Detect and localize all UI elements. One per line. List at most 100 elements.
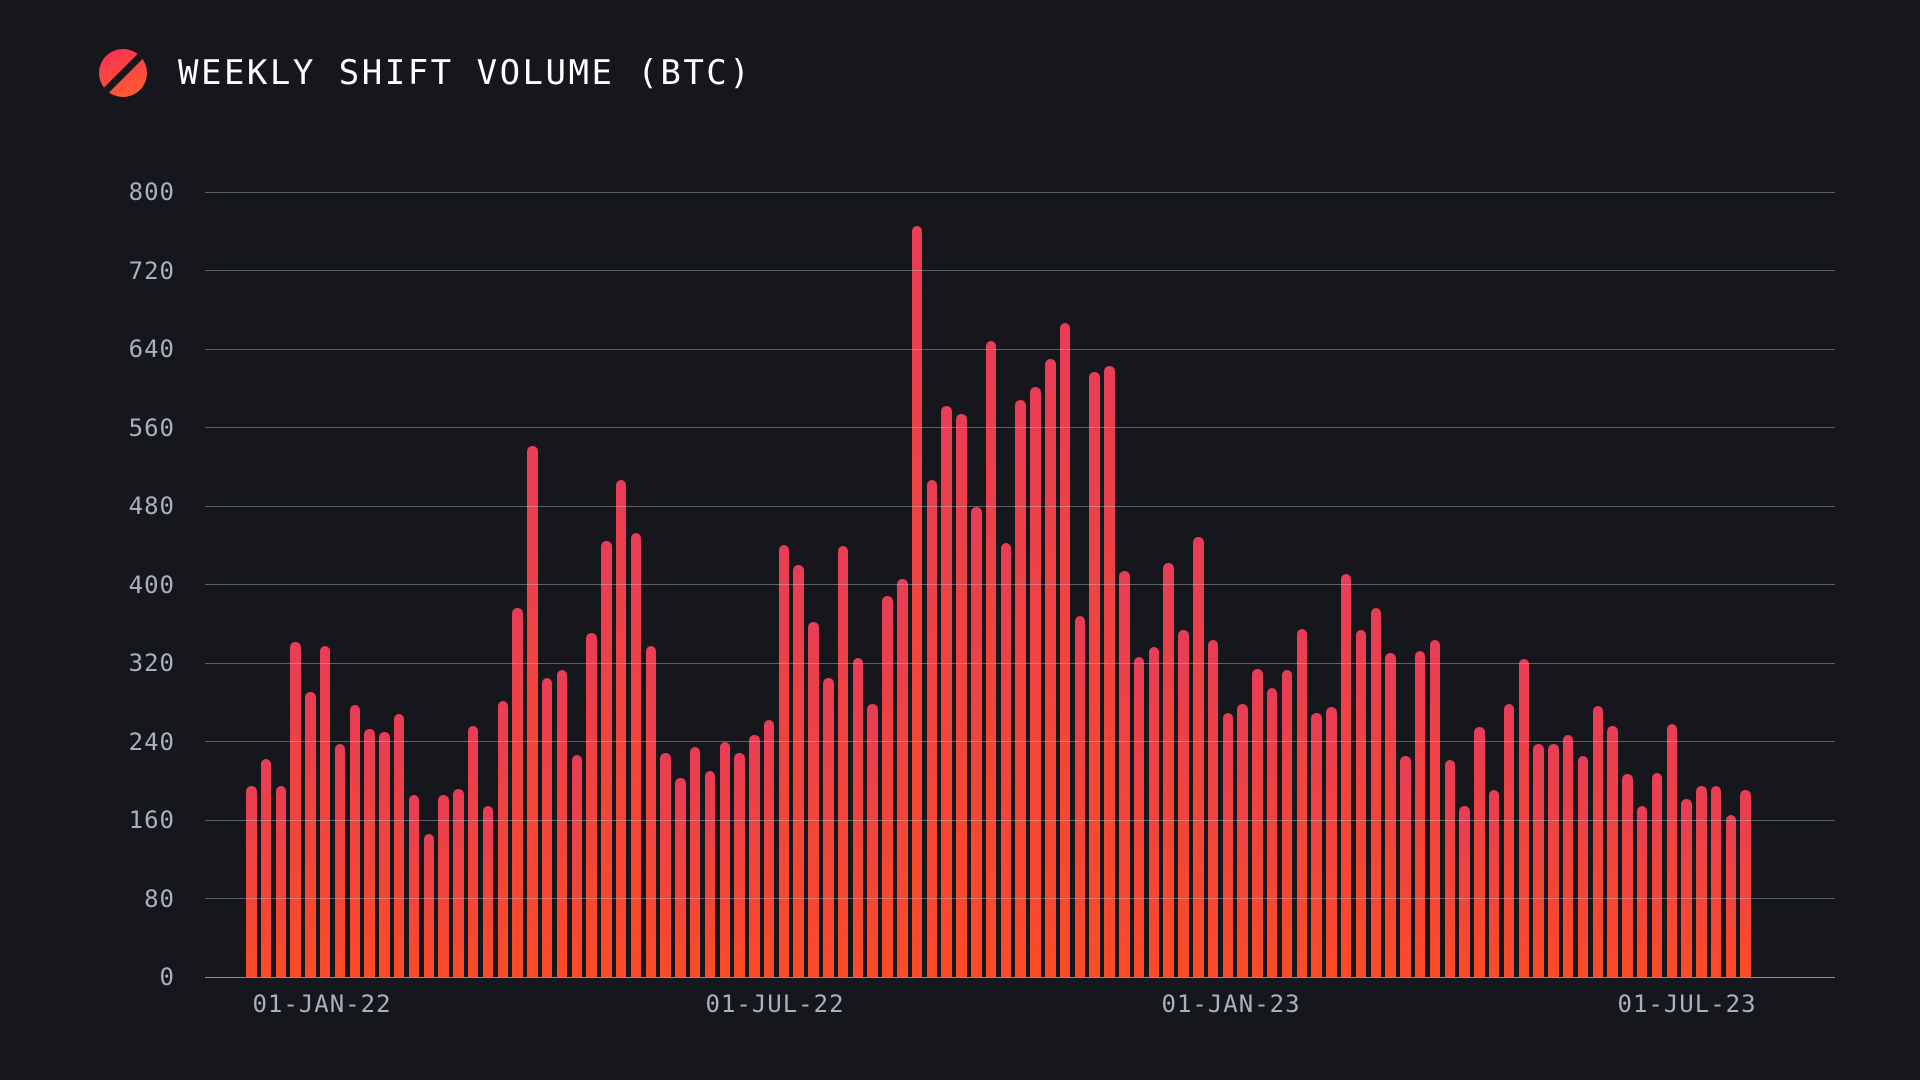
bar[interactable] [1518, 659, 1530, 977]
bar[interactable] [1030, 387, 1041, 977]
bar[interactable] [379, 731, 390, 977]
bar[interactable] [1636, 806, 1648, 977]
bar[interactable] [1370, 608, 1382, 977]
bar[interactable] [793, 564, 804, 977]
bar[interactable] [1252, 668, 1263, 977]
bar[interactable] [749, 734, 760, 977]
bar[interactable] [601, 541, 612, 977]
bar[interactable] [675, 777, 686, 977]
bar[interactable] [823, 677, 834, 977]
bar[interactable] [497, 701, 509, 977]
bar[interactable] [260, 759, 272, 977]
bar[interactable] [334, 743, 346, 977]
bar[interactable] [778, 545, 790, 977]
bar[interactable] [911, 226, 923, 977]
bar[interactable] [467, 725, 479, 977]
bar[interactable] [1414, 651, 1426, 977]
bar[interactable] [1696, 785, 1707, 977]
bar[interactable] [1296, 628, 1308, 977]
bar[interactable] [1059, 322, 1071, 977]
bar[interactable] [1133, 657, 1145, 977]
bar[interactable] [941, 405, 952, 977]
bar[interactable] [1089, 371, 1100, 977]
bar[interactable] [1119, 570, 1130, 977]
bar[interactable] [1340, 573, 1352, 977]
bar[interactable] [1725, 815, 1737, 977]
bar[interactable] [1577, 756, 1589, 977]
bar[interactable] [408, 794, 420, 977]
bar[interactable] [541, 677, 553, 977]
bar[interactable] [1488, 789, 1500, 977]
bar[interactable] [246, 785, 257, 977]
bar[interactable] [1562, 734, 1574, 977]
bar[interactable] [556, 669, 568, 977]
bar[interactable] [1548, 744, 1559, 977]
bar[interactable] [1651, 772, 1663, 977]
bar[interactable] [1104, 365, 1115, 977]
bar[interactable] [1400, 756, 1411, 977]
bar[interactable] [1015, 400, 1026, 977]
bar[interactable] [956, 413, 967, 977]
bar[interactable] [1237, 704, 1248, 977]
bar[interactable] [926, 479, 938, 977]
bar[interactable] [985, 341, 997, 977]
bar[interactable] [1178, 629, 1189, 977]
bar[interactable] [615, 479, 627, 977]
bar[interactable] [364, 728, 375, 977]
bar[interactable] [867, 704, 878, 977]
bar[interactable] [512, 608, 523, 977]
bar[interactable] [971, 507, 982, 977]
bar[interactable] [275, 785, 287, 977]
bar[interactable] [1681, 799, 1692, 977]
bar[interactable] [349, 705, 361, 977]
bar[interactable] [438, 794, 449, 977]
bar[interactable] [1207, 640, 1219, 977]
bar[interactable] [1444, 760, 1456, 977]
bar[interactable] [586, 632, 597, 977]
bar[interactable] [1710, 785, 1722, 977]
bar[interactable] [1666, 723, 1677, 977]
bar[interactable] [1193, 537, 1204, 977]
bar[interactable] [808, 621, 819, 977]
bar[interactable] [689, 747, 701, 977]
bar[interactable] [897, 578, 908, 977]
bar[interactable] [319, 646, 331, 977]
bar[interactable] [1000, 543, 1012, 977]
bar[interactable] [1429, 640, 1441, 977]
bar[interactable] [837, 546, 849, 977]
bar[interactable] [719, 741, 730, 977]
bar[interactable] [571, 755, 583, 977]
bar[interactable] [645, 646, 657, 977]
bar[interactable] [1266, 687, 1278, 977]
bar[interactable] [1740, 789, 1751, 977]
bar[interactable] [1074, 615, 1086, 977]
bar[interactable] [1474, 726, 1485, 977]
bar[interactable] [734, 753, 745, 977]
bar[interactable] [1533, 744, 1544, 977]
bar[interactable] [482, 806, 494, 977]
bar[interactable] [290, 642, 301, 977]
bar[interactable] [1222, 713, 1234, 977]
bar[interactable] [1592, 706, 1604, 977]
bar[interactable] [1045, 358, 1056, 977]
bar[interactable] [763, 719, 775, 977]
bar[interactable] [453, 788, 464, 977]
bar[interactable] [1607, 725, 1618, 977]
bar[interactable] [305, 692, 316, 977]
bar[interactable] [423, 833, 435, 977]
bar[interactable] [1385, 653, 1396, 977]
bar[interactable] [1622, 773, 1633, 977]
bar[interactable] [1503, 704, 1515, 977]
bar[interactable] [1326, 707, 1337, 977]
bar[interactable] [1355, 629, 1367, 977]
bar[interactable] [852, 658, 864, 977]
bar[interactable] [393, 714, 405, 977]
bar[interactable] [630, 532, 642, 977]
bar[interactable] [1459, 806, 1470, 977]
bar[interactable] [660, 753, 671, 977]
bar[interactable] [1281, 669, 1293, 977]
bar[interactable] [1148, 647, 1160, 977]
bar[interactable] [704, 770, 716, 977]
bar[interactable] [882, 596, 893, 977]
bar[interactable] [527, 446, 538, 977]
